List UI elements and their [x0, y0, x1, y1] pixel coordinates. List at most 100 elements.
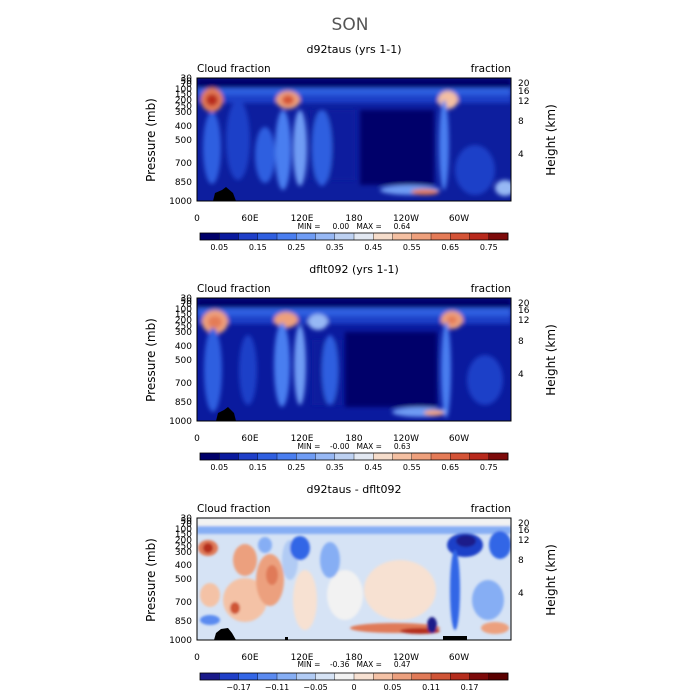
x-tick-label: 60W	[449, 214, 469, 224]
y-ticks-left: 30 50 70 100 150 200 250 300 400 500 700…	[169, 514, 192, 646]
field-blob	[233, 544, 257, 576]
field-blob	[345, 332, 437, 407]
colorbar-label: 0.05	[210, 243, 228, 252]
y2-tick-label: 20	[518, 299, 530, 309]
field-blob	[293, 570, 317, 630]
y-tick-label: 200	[175, 96, 192, 106]
colorbar-swatch	[257, 673, 278, 680]
colorbar-swatch	[238, 453, 259, 460]
field-blob	[467, 355, 503, 405]
y2-tick-label: 12	[518, 316, 529, 326]
y2-tick-label: 8	[518, 556, 524, 566]
field-blob	[208, 316, 222, 328]
field-blobs	[197, 518, 511, 634]
y-tick-label: 1000	[169, 636, 192, 646]
y2-axis-label: Height (km)	[544, 544, 558, 615]
terrain	[216, 407, 236, 421]
y-tick-label: 70	[181, 520, 193, 530]
x-tick-label: 0	[194, 214, 200, 224]
colorbar-swatch	[392, 233, 413, 240]
y-ticks-left: 30 50 70 100 150 200 250 300 400 500 700…	[169, 294, 192, 427]
x-tick-label: 180	[345, 653, 362, 663]
field-blob	[203, 543, 213, 553]
x-tick-label: 60W	[449, 434, 469, 444]
y-tick-label: 300	[175, 328, 192, 338]
y-tick-label: 150	[175, 530, 192, 540]
colorbar-swatch	[488, 453, 509, 460]
colorbar-swatch	[488, 233, 509, 240]
y-tick-label: 400	[175, 122, 192, 132]
colorbar-swatch	[334, 673, 355, 680]
colorbar-swatch	[373, 673, 393, 680]
field-blob	[489, 531, 511, 559]
terrain	[285, 637, 288, 640]
field-blob	[481, 622, 509, 634]
y-axis-label: Pressure (mb)	[144, 98, 158, 182]
colorbar: 0.05 0.15 0.25 0.35 0.45 0.55 0.65 0.75	[199, 232, 509, 252]
field-blob	[411, 189, 439, 195]
field-blob	[266, 565, 278, 585]
colorbar-swatch	[277, 233, 297, 240]
field-blob	[495, 180, 511, 196]
y-tick-label: 50	[181, 517, 193, 527]
field-blob	[274, 323, 290, 407]
y-tick-label: 500	[175, 356, 192, 366]
figure-title: SON	[332, 15, 369, 35]
y-tick-label: 100	[175, 85, 192, 95]
colorbar-label: 0.15	[249, 463, 267, 472]
y-tick-label: 150	[175, 90, 192, 100]
colorbar-swatch	[315, 673, 336, 680]
y2-tick-label: 12	[518, 536, 529, 546]
colorbar-swatch	[469, 453, 490, 460]
field-blob	[197, 316, 511, 324]
y-tick-label: 500	[175, 136, 192, 146]
y-tick-label: 300	[175, 108, 192, 118]
y2-axis-label: Height (km)	[544, 324, 558, 395]
x-tick-label: 0	[194, 434, 200, 444]
x-tick-label: 120E	[291, 653, 314, 663]
field-blob	[424, 410, 444, 416]
colorbar-label: 0.25	[287, 463, 305, 472]
x-tick-label: 180	[345, 434, 362, 444]
x-tick-label: 0	[194, 653, 200, 663]
colorbar-swatch	[450, 233, 470, 240]
y-ticks-right: 20 16 12 8 4	[518, 299, 530, 380]
minmax-stats: MIN = -0.36 MAX = 0.47	[297, 660, 410, 669]
colorbar-label: 0.65	[441, 243, 459, 252]
colorbar-swatch	[296, 233, 316, 240]
colorbar-swatch	[450, 453, 470, 460]
right-label: fraction	[471, 63, 511, 75]
y2-tick-label: 4	[518, 370, 524, 380]
y-tick-label: 30	[181, 514, 193, 524]
minmax-stats: MIN = -0.00 MAX = 0.63	[297, 442, 410, 451]
y-tick-label: 850	[175, 617, 192, 627]
colorbar-swatch	[219, 233, 239, 240]
panel-title: d92taus - dflt092	[307, 483, 402, 496]
y2-tick-label: 8	[518, 117, 524, 127]
y-tick-label: 200	[175, 536, 192, 546]
panel-dflt092: dflt092 (yrs 1-1) Cloud fraction fractio…	[144, 263, 558, 472]
colorbar-swatch	[277, 673, 297, 680]
colorbar-swatch	[373, 233, 393, 240]
x-ticks: 0 60E 120E 180 120W 60W	[194, 434, 469, 444]
colorbar: −0.17 −0.11 −0.05 0 0.05 0.11 0.17	[199, 672, 509, 692]
y-tick-label: 70	[181, 80, 193, 90]
colorbar-swatch	[469, 673, 490, 680]
y-tick-label: 700	[175, 598, 192, 608]
colorbar-swatch	[219, 453, 239, 460]
colorbar-swatch	[488, 673, 509, 680]
y-ticks-right: 20 16 12 8 4	[518, 519, 530, 599]
field-blob	[427, 617, 437, 633]
colorbar-label: 0.35	[326, 463, 344, 472]
y2-tick-label: 16	[518, 87, 530, 97]
colorbar-label: 0.35	[326, 243, 344, 252]
plot-frame	[196, 297, 512, 422]
plot-field	[197, 298, 511, 421]
left-label: Cloud fraction	[197, 503, 271, 515]
field-blob	[197, 95, 511, 103]
colorbar-swatch	[469, 233, 490, 240]
colorbar-swatch	[411, 673, 432, 680]
colorbar-label: 0.75	[480, 463, 498, 472]
y-tick-label: 1000	[169, 417, 192, 427]
